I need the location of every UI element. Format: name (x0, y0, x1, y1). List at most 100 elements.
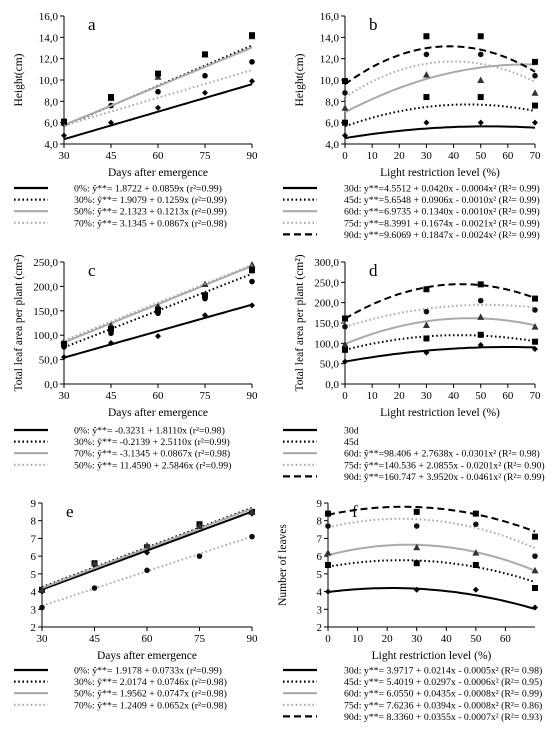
x-tick-label: 60 (500, 633, 512, 645)
fit-line (344, 45, 536, 86)
y-tick-label: 2 (31, 622, 37, 634)
series-60d (324, 543, 539, 574)
y-tick-label: 2 (317, 622, 323, 634)
data-point (342, 90, 348, 96)
legend-entry: 50%: ŷ**= 11.4590 + 2.5846x (r²=0.99) (74, 460, 231, 471)
y-tick-label: 50,0 (39, 355, 59, 367)
x-axis-label: Days after emergence (108, 407, 208, 419)
data-point (413, 543, 421, 551)
data-point (196, 522, 203, 530)
data-point (531, 566, 539, 574)
data-point (532, 119, 538, 126)
data-point (423, 286, 430, 293)
data-point (532, 553, 538, 559)
fit-line (344, 125, 536, 140)
data-point (325, 588, 331, 595)
legend-b: 30d: y**=4.5512 + 0.0420x - 0.0004x² (R²… (283, 184, 540, 241)
x-tick-label: 0 (342, 390, 348, 402)
legend-entry: 50%: ŷ**= 1.9562 + 0.0747x (r²=0.98) (74, 689, 227, 700)
x-axis-label: Days after emergence (108, 167, 208, 179)
x-tick-label: 60 (502, 390, 514, 402)
legend-entry: 30d: y**= 3.9717 + 0.0214x - 0.0005x² (R… (344, 666, 542, 677)
data-point (325, 562, 331, 568)
y-tick-label: 5 (31, 569, 37, 581)
fit-line (327, 543, 536, 572)
legend-entry: 30d (344, 426, 359, 437)
y-tick-label: 3 (31, 604, 37, 616)
data-point (155, 104, 161, 111)
data-point (477, 33, 484, 40)
series-30d (342, 341, 538, 365)
data-point (477, 51, 484, 58)
x-tick-label: 30 (59, 150, 71, 162)
data-point (423, 308, 430, 315)
data-point (248, 508, 256, 515)
y-tick-label: 250,0 (314, 277, 339, 289)
data-point (196, 553, 203, 559)
y-tick-label: 10,0 (320, 75, 340, 87)
y-tick-label: 10,0 (39, 75, 59, 87)
data-point (248, 260, 256, 268)
legend-a: 0%: ŷ**= 1.8722 + 0.0859x (r²=0.99)30%: … (14, 184, 227, 229)
legend-entry: 90d: y**=9.6069 + 0.1847x - 0.0024x² (R²… (344, 230, 540, 241)
y-tick-label: 100,0 (33, 330, 58, 342)
x-tick-label: 90 (247, 150, 259, 162)
data-point (108, 340, 114, 347)
data-point (477, 341, 484, 348)
y-tick-label: 100,0 (314, 338, 339, 350)
y-tick-label: 14,0 (320, 32, 340, 44)
series-30d (325, 586, 538, 611)
legend-entry: 75d: y**=8.3991 + 0.1674x - 0.0021x² (R²… (344, 218, 540, 229)
y-tick-label: 50,0 (320, 359, 340, 371)
data-point (155, 70, 161, 77)
x-axis-label: Light restriction level (%) (380, 407, 500, 419)
legend-entry: 0%: ŷ**= -0.3231 + 1.8110x (r²=0.98) (74, 426, 225, 437)
data-point (249, 267, 255, 274)
data-point (144, 567, 150, 574)
x-axis-label: Days after emergence (97, 650, 197, 662)
series-45d (342, 94, 538, 128)
series-60d (341, 63, 539, 114)
legend-entry: 60d: y**= 6.0550 + 0.0435x - 0.0008x² (R… (344, 689, 542, 700)
x-tick-label: 20 (382, 633, 394, 645)
axes (344, 262, 535, 385)
data-point (202, 312, 208, 319)
x-tick-label: 40 (448, 390, 460, 402)
data-point (144, 549, 150, 556)
data-point (477, 281, 484, 288)
fit-line (344, 63, 536, 114)
y-tick-label: 6,0 (325, 118, 339, 130)
data-point (249, 59, 255, 65)
y-tick-label: 4,0 (44, 139, 58, 151)
panel-letter: e (66, 502, 74, 521)
data-point (249, 32, 255, 39)
data-point (249, 302, 255, 309)
data-point (477, 76, 485, 83)
data-point (202, 89, 208, 96)
data-point (531, 89, 539, 96)
data-point (155, 333, 161, 340)
data-point (532, 102, 538, 109)
data-point (532, 307, 538, 313)
fit-line (344, 103, 536, 128)
x-tick-label: 60 (142, 633, 154, 645)
y-tick-label: 16,0 (39, 11, 59, 23)
x-axis-label: Light restriction level (%) (372, 650, 492, 662)
data-point (39, 604, 45, 611)
data-point (155, 88, 161, 95)
panel-c: 0,0 50,0 100,0 150,0 200,0 250,0 30 45 60 75 90 Day… (13, 254, 258, 419)
x-tick-label: 30 (37, 633, 49, 645)
panel-letter: a (88, 15, 96, 34)
data-point (202, 51, 208, 58)
panel-letter: f (352, 502, 358, 521)
data-point (477, 313, 485, 320)
axes (63, 16, 252, 145)
fit-line (344, 303, 536, 328)
data-point (155, 306, 161, 313)
y-tick-label: 16,0 (320, 11, 340, 23)
data-point (477, 331, 484, 338)
legend-entry: 70%: ŷ**= 3.1345 + 0.0867x (r²=0.98) (74, 218, 227, 229)
data-point (422, 71, 430, 78)
y-axis-label: Total leaf area per plant (cm²) (294, 254, 306, 391)
data-point (249, 278, 255, 285)
